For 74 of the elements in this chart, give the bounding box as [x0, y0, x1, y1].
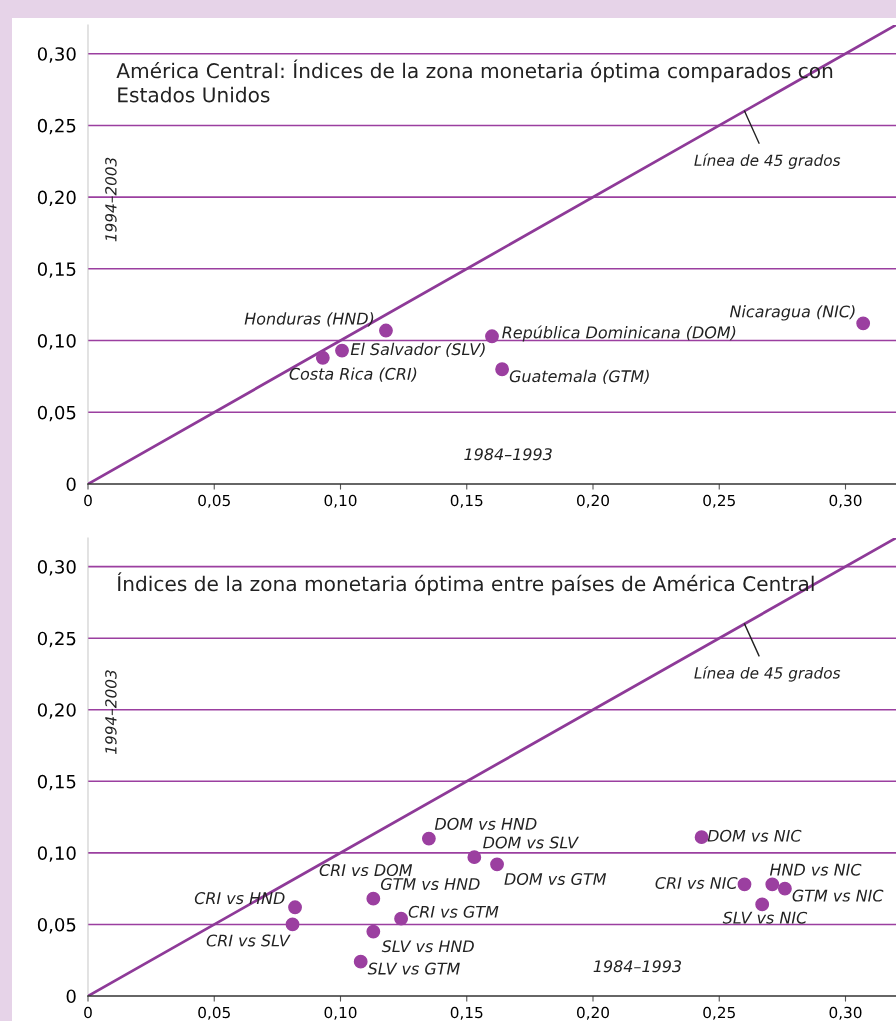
point: [856, 316, 871, 331]
point: [467, 850, 482, 865]
series-label: Guatemala (GTM): [509, 369, 649, 385]
point: [755, 897, 770, 912]
series-label: SLV vs NIC: [722, 911, 808, 924]
point: [379, 323, 393, 338]
point: [285, 917, 300, 932]
y-tick-label: 0,20: [37, 703, 76, 719]
y-tick-label: 0,30: [37, 560, 76, 576]
series-label: CRI vs GTM: [408, 905, 499, 918]
series-label: DOM vs GTM: [504, 872, 607, 886]
x-tick-label: 0,15: [450, 1006, 483, 1020]
series-label: DOM vs NIC: [707, 829, 802, 842]
series-label: SLV vs GTM: [367, 962, 460, 975]
y-tick-label: 0: [66, 989, 76, 1004]
annotation: Línea de 45 grados: [694, 666, 841, 682]
series-label: GTM vs NIC: [792, 889, 884, 902]
point: [315, 350, 330, 365]
y-tick-label: 0,05: [37, 917, 76, 934]
point: [421, 831, 436, 846]
series-label: HND vs NIC: [769, 863, 862, 876]
x-tick-label: 0,20: [577, 494, 609, 508]
x-tick-label: 0,30: [829, 1006, 862, 1020]
point: [353, 954, 368, 969]
series-label: DOM vs HND: [434, 817, 537, 830]
point: [394, 911, 409, 926]
y-tick-label: 0,25: [37, 118, 76, 135]
point: [777, 881, 792, 896]
x-tick-label: 0,05: [198, 1006, 230, 1020]
y-tick-label: 0,15: [37, 774, 76, 791]
x-axis-title: 1984–1993: [464, 448, 552, 461]
series-label: El Salvador (SLV): [350, 342, 485, 358]
y-tick-label: 0,05: [37, 405, 76, 422]
x-tick-label: 0,20: [577, 1006, 609, 1020]
x-tick-label: 0,10: [324, 1006, 357, 1020]
series-label: CRI vs NIC: [655, 876, 738, 889]
y-tick-label: 0,15: [37, 262, 76, 278]
y-tick-label: 0,25: [37, 631, 76, 648]
y-axis-title: 1994–2003: [105, 157, 117, 242]
point: [765, 877, 780, 892]
x-tick-label: 0,25: [703, 1006, 735, 1020]
x-tick-label: 0,05: [198, 494, 230, 508]
series-label: GTM vs HND: [380, 877, 480, 891]
y-tick-label: 0,10: [37, 846, 76, 862]
x-tick-label: 0,15: [450, 494, 483, 508]
point: [495, 362, 510, 377]
y-axis-title: 1994–2003: [105, 670, 117, 754]
annotation: CRI vs DOM: [319, 864, 413, 877]
series-label: DOM vs SLV: [483, 836, 579, 849]
x-tick-label: 0,10: [324, 494, 357, 508]
point: [366, 924, 381, 939]
x-tick-label: 0,25: [703, 494, 735, 508]
point: [366, 891, 381, 906]
series-label: Honduras (HND): [244, 312, 374, 327]
point: [737, 877, 752, 892]
x-tick-label: 0: [84, 1006, 92, 1019]
x-tick-label: 0: [84, 494, 92, 507]
series-label: CRI vs SLV: [206, 934, 291, 947]
y-tick-label: 0: [66, 477, 76, 492]
annotation: Línea de 45 grados: [694, 153, 841, 169]
point: [288, 900, 302, 915]
y-tick-label: 0,30: [37, 47, 76, 63]
x-tick-label: 0,30: [829, 494, 862, 508]
point: [485, 329, 499, 344]
text: Índices de la zona monetaria óptima entre países de América Central: [117, 572, 814, 596]
series-label: Costa Rica (CRI): [289, 367, 417, 382]
point: [490, 857, 504, 872]
series-label: SLV vs HND: [381, 940, 474, 953]
series-label: Nicaragua (NIC): [729, 305, 855, 321]
y-tick-label: 0,10: [37, 334, 76, 350]
point: [335, 343, 349, 358]
y-tick-label: 0,20: [37, 190, 76, 207]
series-label: República Dominicana (DOM): [502, 325, 736, 342]
x-axis-title: 1984–1993: [593, 960, 682, 973]
